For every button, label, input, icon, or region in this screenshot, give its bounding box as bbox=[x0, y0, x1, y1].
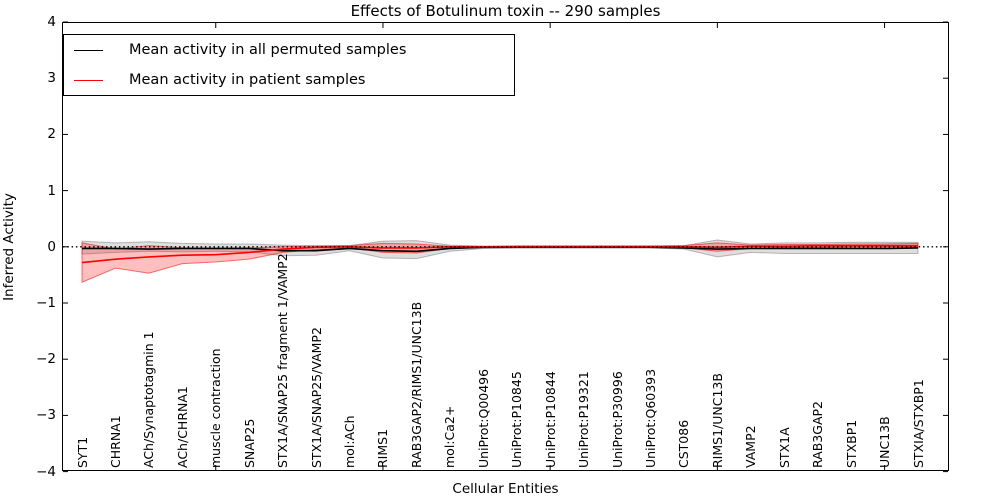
y-tick-label: 1 bbox=[47, 182, 56, 199]
patient-mean-line bbox=[81, 244, 918, 264]
x-category-label: VAMP2 bbox=[743, 425, 759, 468]
legend-label: Mean activity in all permuted samples bbox=[129, 42, 407, 58]
x-category-label: UniProt:P10845 bbox=[509, 371, 525, 468]
x-category-label: mol:ACh bbox=[342, 415, 358, 469]
x-category-label: STX1A bbox=[776, 427, 792, 468]
x-category-label: UniProt:P30996 bbox=[609, 371, 625, 468]
chart-title: Effects of Botulinum toxin -- 290 sample… bbox=[350, 2, 661, 20]
x-category-label: RAB3GAP2/RIMS1/UNC13B bbox=[408, 301, 424, 468]
x-category-label: SNAP25 bbox=[241, 418, 257, 468]
axes-frame bbox=[62, 22, 949, 471]
x-category-label: CHRNA1 bbox=[107, 415, 123, 468]
patient-line-sample bbox=[74, 79, 103, 81]
y-tick-label: −4 bbox=[36, 463, 56, 480]
y-tick-label: 2 bbox=[47, 126, 56, 143]
x-category-label: CST086 bbox=[676, 419, 692, 468]
legend-item-patient: Mean activity in patient samples bbox=[64, 65, 514, 95]
x-category-label: UniProt:P10844 bbox=[542, 371, 558, 468]
y-tick-label: 0 bbox=[47, 238, 56, 255]
x-category-label: RIMS1/UNC13B bbox=[709, 373, 725, 468]
x-category-label: UNC13B bbox=[877, 416, 893, 468]
x-category-label: muscle contraction bbox=[208, 348, 224, 468]
x-category-label: STXBP1 bbox=[843, 419, 859, 468]
y-tick-label: 4 bbox=[47, 14, 56, 30]
x-category-label: UniProt:P19321 bbox=[576, 371, 592, 468]
x-category-label: STX1A/SNAP25 fragment 1/VAMP2 bbox=[275, 253, 291, 468]
x-category-label: SYT1 bbox=[74, 436, 90, 468]
x-category-label: RAB3GAP2 bbox=[810, 401, 826, 468]
permuted-band bbox=[81, 239, 919, 260]
x-category-label: UniProt:Q60393 bbox=[642, 368, 658, 468]
x-category-label: ACh/Synaptotagmin 1 bbox=[141, 331, 157, 468]
y-tick-label: 3 bbox=[47, 70, 56, 87]
x-axis-label: Cellular Entities bbox=[452, 481, 559, 497]
legend-box: Mean activity in all permuted samples Me… bbox=[63, 34, 515, 96]
x-category-label: UniProt:Q00496 bbox=[475, 368, 491, 468]
y-tick-label: −3 bbox=[36, 407, 56, 424]
legend-label: Mean activity in patient samples bbox=[129, 72, 366, 88]
x-category-label: STX1A/SNAP25/VAMP2 bbox=[308, 327, 324, 468]
x-category-label: RIMS1 bbox=[375, 428, 391, 468]
y-tick-label: −2 bbox=[36, 351, 56, 368]
x-category-label: ACh/CHRNA1 bbox=[174, 386, 190, 468]
x-category-label: mol:Ca2+ bbox=[442, 405, 458, 468]
permuted-line-sample bbox=[74, 49, 103, 51]
legend-item-permuted: Mean activity in all permuted samples bbox=[64, 35, 514, 65]
x-category-label: STXIA/STXBP1 bbox=[910, 379, 926, 468]
y-tick-label: −1 bbox=[36, 295, 56, 311]
